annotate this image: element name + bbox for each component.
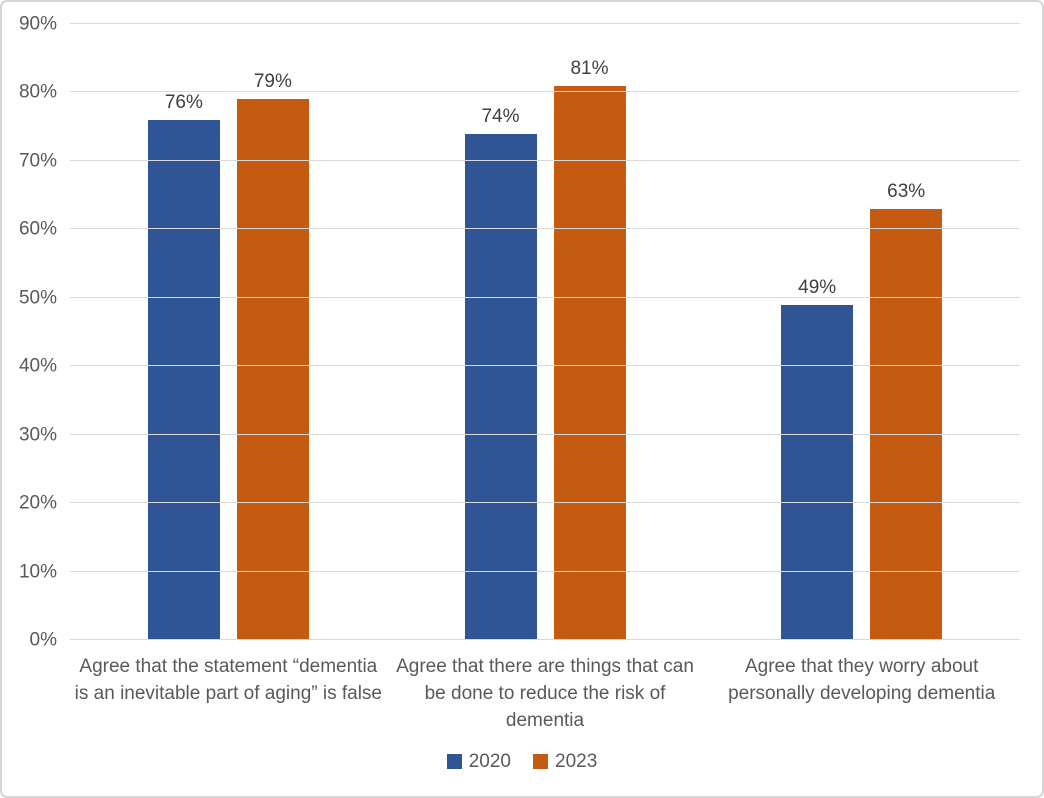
y-tick-label: 80% [18, 81, 57, 103]
data-label: 81% [570, 57, 609, 79]
legend: 2020 2023 [2, 752, 1042, 771]
category-label: Agree that there are things that can be … [396, 656, 694, 731]
bar-2023 [553, 85, 626, 640]
bar-group: 76% 79% [70, 24, 387, 640]
bar-column-2020: 76% [147, 24, 220, 640]
gridline [70, 639, 1020, 640]
x-axis: Agree that the statement “dementia is an… [70, 654, 1020, 735]
y-tick-label: 70% [18, 150, 57, 172]
bar-groups: 76% 79% 74% 81% 49% 63% [70, 24, 1020, 640]
gridline [70, 433, 1020, 435]
legend-item-2023: 2023 [533, 752, 597, 771]
y-tick-label: 30% [18, 424, 57, 446]
bar-column-2020: 49% [781, 24, 854, 640]
data-label: 76% [164, 91, 203, 113]
plot-area: 76% 79% 74% 81% 49% 63% [70, 23, 1020, 640]
y-tick-label: 0% [29, 629, 57, 651]
y-tick-label: 10% [18, 561, 57, 583]
category-label: Agree that they worry about personally d… [728, 656, 996, 704]
bar-column-2023: 79% [236, 24, 309, 640]
y-tick-label: 60% [18, 218, 57, 240]
bar-2023 [870, 208, 943, 640]
y-tick-label: 20% [18, 492, 57, 514]
bar-2020 [147, 119, 220, 640]
data-label: 63% [887, 180, 926, 202]
gridline [70, 228, 1020, 230]
gridline [70, 91, 1020, 93]
gridline [70, 23, 1020, 24]
legend-swatch-icon [446, 754, 462, 769]
bar-column-2023: 63% [870, 24, 943, 640]
category-label: Agree that the statement “dementia is an… [74, 656, 382, 704]
data-label: 74% [481, 105, 520, 127]
bar-2020 [781, 304, 854, 640]
gridline [70, 296, 1020, 298]
legend-label: 2020 [468, 751, 511, 772]
data-label: 49% [798, 276, 837, 298]
y-tick-label: 90% [18, 13, 57, 35]
bar-group: 49% 63% [703, 24, 1020, 640]
y-axis: 0% 10% 20% 30% 40% 50% 60% 70% 80% 90% [2, 15, 57, 650]
y-tick-label: 40% [18, 355, 57, 377]
data-label: 79% [253, 71, 292, 93]
legend-item-2020: 2020 [446, 751, 511, 772]
y-tick-label: 50% [18, 287, 57, 309]
gridline [70, 570, 1020, 572]
gridline [70, 365, 1020, 367]
bar-2020 [464, 133, 537, 640]
legend-swatch-icon [533, 754, 548, 769]
legend-label: 2023 [555, 751, 598, 772]
bar-column-2020: 74% [464, 24, 537, 640]
bar-2023 [236, 99, 309, 640]
gridline [70, 502, 1020, 504]
bar-column-2023: 81% [553, 24, 626, 640]
gridline [70, 159, 1020, 161]
bar-group: 74% 81% [387, 24, 704, 640]
